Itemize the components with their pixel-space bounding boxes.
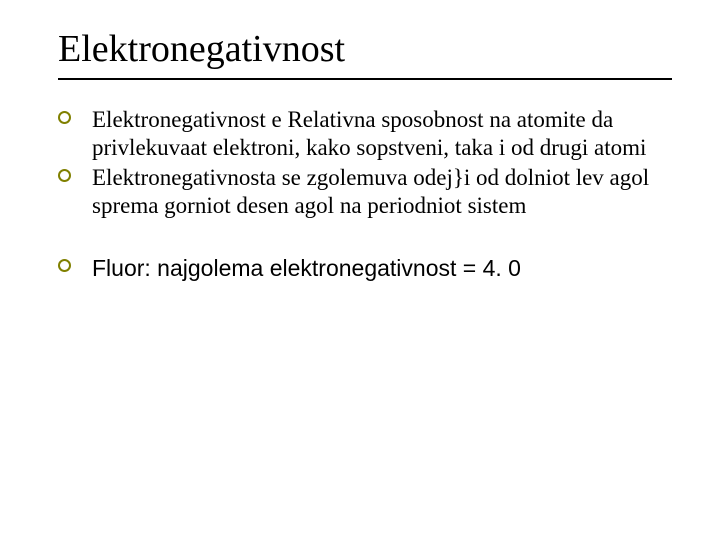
bullet-text: Fluor: najgolema elektronegativnost = 4.… (92, 255, 521, 281)
slide-title: Elektronegativnost (58, 28, 672, 72)
bullet-item: Fluor: najgolema elektronegativnost = 4.… (58, 254, 672, 283)
circle-bullet-icon (58, 259, 71, 272)
bullet-list: Elektronegativnost e Relativna sposobnos… (58, 106, 672, 283)
bullet-item: Elektronegativnosta se zgolemuva odej}i … (58, 164, 672, 220)
title-underline (58, 78, 672, 80)
bullet-item: Elektronegativnost e Relativna sposobnos… (58, 106, 672, 162)
slide: Elektronegativnost Elektronegativnost e … (0, 0, 720, 540)
bullet-text: Elektronegativnosta se zgolemuva odej}i … (92, 165, 649, 218)
bullet-text: Elektronegativnost e Relativna sposobnos… (92, 107, 646, 160)
circle-bullet-icon (58, 169, 71, 182)
circle-bullet-icon (58, 111, 71, 124)
